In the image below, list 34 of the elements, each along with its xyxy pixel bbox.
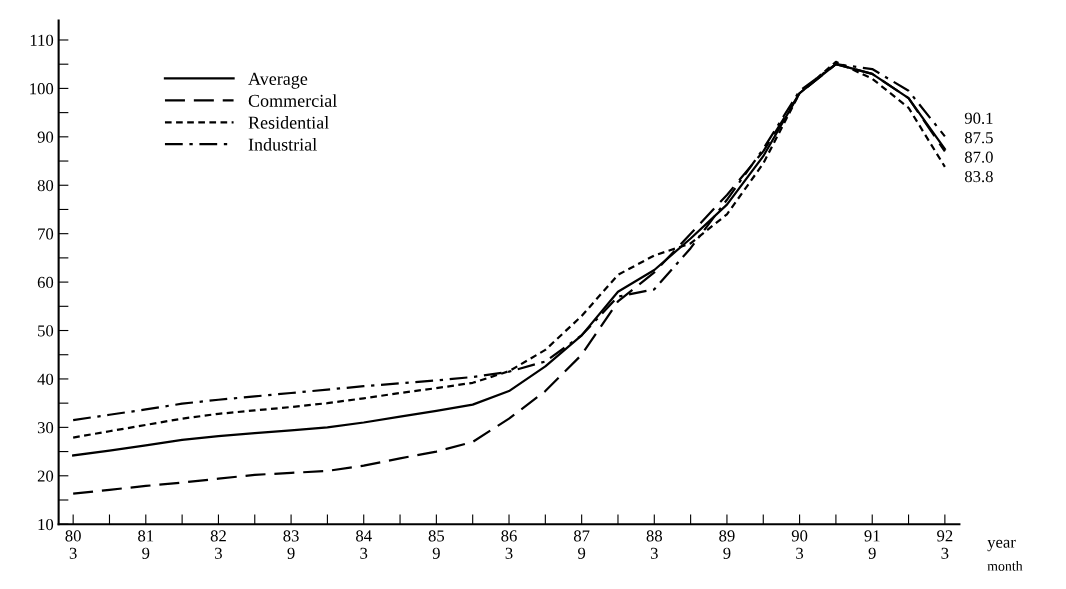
x-tick-label: 90 3 (791, 530, 808, 559)
y-tick-label: 70 (38, 228, 54, 240)
y-tick-label: 20 (37, 470, 54, 482)
legend-label: Industrial (248, 137, 317, 151)
data-label: 87.0 (964, 151, 993, 163)
x-tick-label: 81 9 (138, 530, 154, 559)
data-label: 87.5 (964, 132, 993, 144)
x-tick-label: 82 3 (210, 530, 226, 559)
x-tick-label: 85 9 (428, 530, 445, 559)
text: year (987, 539, 1016, 552)
x-tick-label: 91 9 (864, 530, 880, 559)
y-tick-label: 30 (37, 422, 54, 434)
x-tick-label: 83 9 (283, 530, 299, 559)
x-tick-label: 89 9 (719, 530, 735, 559)
y-tick-label: 90 (37, 131, 54, 143)
y-tick-label: 80 (37, 179, 54, 192)
data-label: 90.1 (964, 112, 993, 124)
y-tick-label: 100 (30, 83, 54, 95)
data-label: 83.8 (964, 170, 993, 183)
y-tick-label: 10 (38, 518, 54, 531)
x-tick-label: 84 3 (356, 530, 372, 559)
legend-label: Average (248, 72, 308, 89)
y-tick-label: 60 (37, 276, 54, 289)
text: month (987, 560, 1023, 571)
x-tick-label: 86 3 (501, 530, 517, 559)
x-tick-label: 80 3 (65, 530, 81, 559)
legend-label: Residential (248, 116, 329, 129)
x-tick-label: 87 9 (573, 530, 590, 559)
y-tick-label: 40 (37, 373, 54, 385)
legend-label: Commercial (248, 94, 337, 107)
y-tick-label: 50 (38, 325, 54, 337)
x-tick-label: 88 3 (646, 530, 662, 559)
x-tick-label: 92 3 (937, 530, 953, 559)
y-tick-label: 110 (30, 34, 54, 46)
